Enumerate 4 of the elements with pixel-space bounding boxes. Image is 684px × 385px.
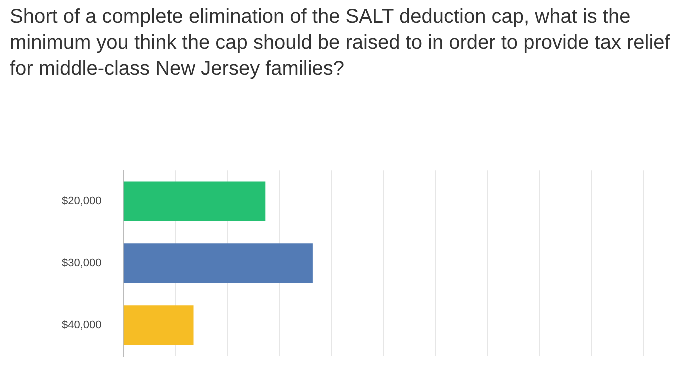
y-tick-label: $30,000 [62, 258, 102, 270]
y-tick-label: $40,000 [62, 319, 102, 332]
chart-title: Short of a complete elimination of the SALT deduction cap, what is the minimum you think the cap should be raised to in order to provide tax relief for middle-class New Jersey families? [9, 5, 672, 82]
y-tick-label: $20,000 [62, 196, 102, 208]
